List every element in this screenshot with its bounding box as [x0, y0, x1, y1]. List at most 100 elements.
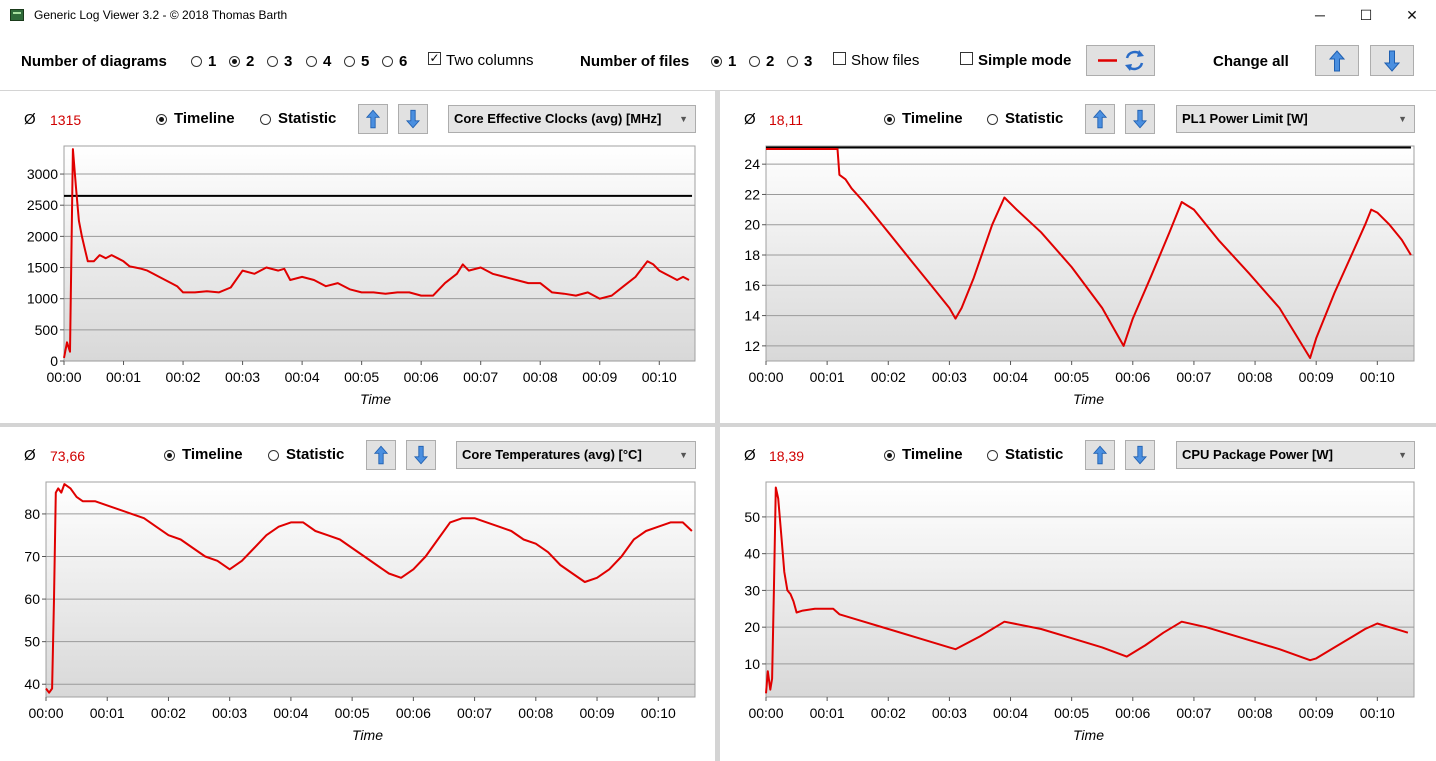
average-symbol: Ø	[744, 447, 756, 464]
toolbar: Number of diagrams 1 2 3 4 5 6 ✓ Two col…	[0, 31, 1436, 91]
arrow-down-icon	[1384, 50, 1400, 72]
diagrams-radio-6[interactable]	[382, 56, 393, 67]
x-tick-label: 00:06	[1115, 705, 1150, 721]
plot-area	[45, 481, 696, 698]
x-tick-label: 00:01	[106, 369, 141, 385]
line-refresh-icon	[1098, 50, 1144, 71]
diagrams-radio-1[interactable]	[191, 56, 202, 67]
diagram-panel-3: Ø 73,66 Timeline Statistic Core Temperat…	[0, 427, 715, 761]
x-tick-label: 00:06	[404, 369, 439, 385]
window-title: Generic Log Viewer 3.2 - © 2018 Thomas B…	[34, 8, 288, 22]
x-tick-label: 00:05	[335, 705, 370, 721]
timeline-label: Timeline	[902, 446, 963, 463]
x-tick-label: 00:06	[396, 705, 431, 721]
y-tick-label: 0	[50, 353, 58, 369]
timeline-radio[interactable]	[884, 450, 895, 461]
diagrams-radio-4[interactable]	[306, 56, 317, 67]
y-tick-label: 20	[744, 217, 760, 233]
change-all-down-button[interactable]	[1370, 45, 1414, 76]
move-down-button[interactable]	[1125, 104, 1155, 134]
y-tick-label: 70	[24, 549, 40, 565]
files-radio-3[interactable]	[787, 56, 798, 67]
x-tick-label: 00:05	[1054, 705, 1089, 721]
move-up-button[interactable]	[1085, 104, 1115, 134]
statistic-radio[interactable]	[268, 450, 279, 461]
x-tick-label: 00:03	[932, 369, 967, 385]
minimize-button[interactable]: ─	[1315, 7, 1325, 23]
vertical-splitter[interactable]	[715, 91, 720, 761]
diagrams-option-2-label: 2	[246, 53, 255, 70]
x-tick-label: 00:09	[582, 369, 617, 385]
sensor-select[interactable]: PL1 Power Limit [W] ▼	[1176, 105, 1415, 133]
show-files-label: Show files	[851, 52, 920, 69]
x-tick-label: 00:08	[523, 369, 558, 385]
timeline-radio[interactable]	[884, 114, 895, 125]
diagrams-radio-3[interactable]	[267, 56, 278, 67]
x-tick-label: 00:10	[1360, 369, 1395, 385]
change-all-up-button[interactable]	[1315, 45, 1359, 76]
change-all-label: Change all	[1213, 53, 1289, 70]
y-tick-label: 30	[744, 582, 760, 598]
diagrams-option-5-label: 5	[361, 53, 370, 70]
sensor-select[interactable]: Core Temperatures (avg) [°C] ▼	[456, 441, 696, 469]
y-tick-label: 500	[35, 322, 59, 338]
x-axis-label: Time	[360, 391, 391, 407]
close-button[interactable]: ✕	[1406, 7, 1418, 23]
x-tick-label: 00:03	[225, 369, 260, 385]
timeline-radio[interactable]	[164, 450, 175, 461]
x-tick-label: 00:09	[1299, 705, 1334, 721]
move-up-button[interactable]	[366, 440, 396, 470]
y-tick-label: 12	[744, 338, 760, 354]
move-down-button[interactable]	[406, 440, 436, 470]
simple-mode-label: Simple mode	[978, 52, 1072, 69]
files-option-1-label: 1	[728, 53, 737, 70]
statistic-radio[interactable]	[987, 114, 998, 125]
files-option-2-label: 2	[766, 53, 775, 70]
x-tick-label: 00:02	[871, 369, 906, 385]
x-tick-label: 00:08	[518, 705, 553, 721]
two-columns-label: Two columns	[446, 52, 534, 69]
y-tick-label: 80	[24, 506, 40, 522]
move-down-button[interactable]	[398, 104, 428, 134]
diagrams-option-1-label: 1	[208, 53, 217, 70]
diagrams-option-4-label: 4	[323, 53, 332, 70]
y-tick-label: 18	[744, 247, 760, 263]
x-tick-label: 00:07	[1176, 705, 1211, 721]
files-radio-1[interactable]	[711, 56, 722, 67]
line-chart: 12 14 16 18 20 22 24 00:00 00:01 00:02 00:03 00:04 0…	[744, 145, 1415, 385]
statistic-radio[interactable]	[987, 450, 998, 461]
plot-area	[765, 481, 1415, 698]
diagrams-option-6-label: 6	[399, 53, 408, 70]
chevron-down-icon: ▼	[679, 114, 688, 124]
line-chart: 10 20 30 40 50 00:00 00:01 00:02 00:03 00:04 00:05…	[744, 481, 1415, 721]
x-tick-label: 00:00	[748, 369, 783, 385]
statistic-radio[interactable]	[260, 114, 271, 125]
sensor-select-value: CPU Package Power [W]	[1182, 447, 1333, 462]
series-line	[766, 148, 1412, 359]
move-down-button[interactable]	[1125, 440, 1155, 470]
sensor-select[interactable]: CPU Package Power [W] ▼	[1176, 441, 1415, 469]
arrow-up-icon	[366, 109, 380, 129]
y-tick-label: 50	[24, 634, 40, 650]
arrow-up-icon	[1329, 49, 1345, 71]
show-files-checkbox[interactable]	[833, 52, 846, 65]
maximize-button[interactable]: ☐	[1359, 7, 1373, 23]
diagrams-radio-5[interactable]	[344, 56, 355, 67]
average-value: 1315	[50, 112, 82, 128]
files-radio-2[interactable]	[749, 56, 760, 67]
simple-mode-checkbox[interactable]	[960, 52, 973, 65]
move-up-button[interactable]	[358, 104, 388, 134]
x-tick-label: 00:07	[457, 705, 492, 721]
sensor-select[interactable]: Core Effective Clocks (avg) [MHz] ▼	[448, 105, 696, 133]
diagrams-radio-2[interactable]	[229, 56, 240, 67]
line-style-button[interactable]	[1086, 45, 1155, 76]
diagram-panel-2: Ø 18,11 Timeline Statistic PL1 Power Lim…	[720, 91, 1436, 423]
title-bar: Generic Log Viewer 3.2 - © 2018 Thomas B…	[0, 0, 1436, 31]
timeline-radio[interactable]	[156, 114, 167, 125]
arrow-down-icon	[406, 109, 420, 129]
two-columns-checkbox[interactable]: ✓	[428, 51, 441, 65]
x-tick-label: 00:02	[166, 369, 201, 385]
diagram-panel-1: Ø 1315 Timeline Statistic Core Effective…	[0, 91, 715, 423]
move-up-button[interactable]	[1085, 440, 1115, 470]
x-tick-label: 00:08	[1238, 369, 1273, 385]
